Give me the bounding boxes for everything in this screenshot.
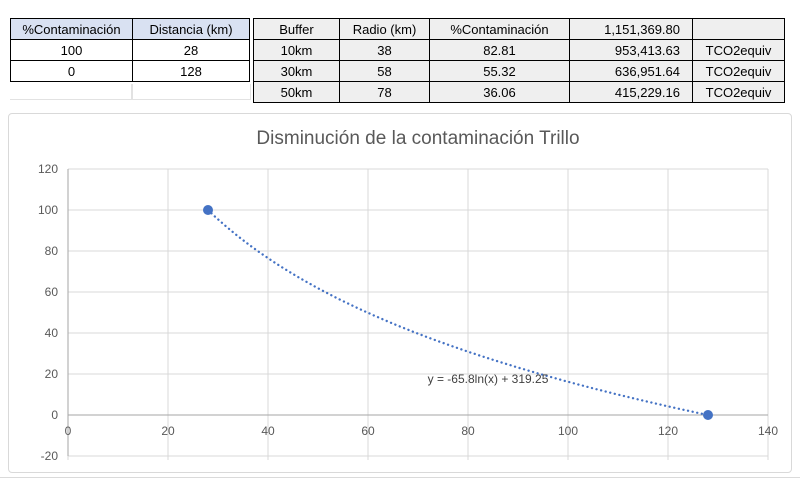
header-cell[interactable]: 1,151,369.80 — [569, 18, 693, 40]
data-cell[interactable]: 36.06 — [429, 81, 570, 103]
table-header-row: Buffer Radio (km) %Contaminación 1,151,369.… — [253, 18, 785, 40]
empty-sheet-row[interactable] — [10, 84, 251, 100]
header-cell[interactable]: %Contaminación — [10, 18, 133, 40]
header-cell[interactable]: Buffer — [253, 18, 340, 40]
sheet-gridline — [0, 477, 800, 478]
buffer-table: Buffer Radio (km) %Contaminación 1,151,369.… — [253, 18, 785, 103]
x-tick-label: 40 — [261, 424, 275, 438]
scatter-plot: -20 0 20 40 60 80 100 120 0 20 40 60 80 100 120 140 y =… — [38, 162, 778, 463]
x-tick-label: 20 — [161, 424, 175, 438]
y-tick-label: -20 — [41, 449, 59, 463]
table-header-row: %Contaminación Distancia (km) — [10, 18, 250, 40]
trendline[interactable] — [206, 208, 710, 417]
header-cell[interactable]: Radio (km) — [339, 18, 430, 40]
data-cell[interactable]: TCO2equiv — [692, 81, 785, 103]
x-tick-label: 0 — [65, 424, 72, 438]
chart-area[interactable]: Disminución de la contaminación Trillo -… — [8, 113, 792, 473]
data-cell[interactable]: 28 — [132, 39, 250, 61]
data-cell[interactable]: 38 — [339, 39, 430, 61]
data-cell[interactable]: 58 — [339, 60, 430, 82]
table-row: 30km 58 55.32 636,951.64 TCO2equiv — [253, 60, 785, 82]
data-cell[interactable]: 0 — [10, 60, 133, 82]
data-cell[interactable]: 128 — [132, 60, 250, 82]
data-cell[interactable]: 50km — [253, 81, 340, 103]
y-tick-label: 100 — [38, 203, 58, 217]
table-row: 100 28 — [10, 39, 250, 61]
y-tick-label: 20 — [45, 367, 59, 381]
table-row: 50km 78 36.06 415,229.16 TCO2equiv — [253, 81, 785, 103]
x-tick-label: 100 — [558, 424, 578, 438]
header-cell[interactable] — [692, 18, 785, 40]
header-cell[interactable]: %Contaminación — [429, 18, 570, 40]
data-cell[interactable]: 82.81 — [429, 39, 570, 61]
table-row: 10km 38 82.81 953,413.63 TCO2equiv — [253, 39, 785, 61]
data-cell[interactable]: TCO2equiv — [692, 39, 785, 61]
data-cell[interactable]: 415,229.16 — [569, 81, 693, 103]
data-cell[interactable]: 55.32 — [429, 60, 570, 82]
x-tick-label: 140 — [758, 424, 778, 438]
x-tick-label: 80 — [461, 424, 475, 438]
y-tick-label: 120 — [38, 162, 58, 176]
y-tick-label: 60 — [45, 285, 59, 299]
x-tick-label: 120 — [658, 424, 678, 438]
data-cell[interactable]: 100 — [10, 39, 133, 61]
y-tick-label: 80 — [45, 244, 59, 258]
x-tick-label: 60 — [361, 424, 375, 438]
y-tick-label: 40 — [45, 326, 59, 340]
distance-table: %Contaminación Distancia (km) 100 28 0 128 — [10, 18, 250, 82]
data-point[interactable] — [203, 205, 213, 215]
table-row: 0 128 — [10, 60, 250, 82]
y-tick-label: 0 — [51, 408, 58, 422]
data-cell[interactable]: 78 — [339, 81, 430, 103]
data-cell[interactable]: TCO2equiv — [692, 60, 785, 82]
data-cell[interactable]: 953,413.63 — [569, 39, 693, 61]
data-cell[interactable]: 30km — [253, 60, 340, 82]
chart-title: Disminución de la contaminación Trillo — [256, 128, 580, 149]
data-cell[interactable]: 10km — [253, 39, 340, 61]
data-point[interactable] — [703, 410, 713, 420]
trendline-equation-label: y = -65.8ln(x) + 319.25 — [428, 372, 549, 386]
data-cell[interactable]: 636,951.64 — [569, 60, 693, 82]
header-cell[interactable]: Distancia (km) — [132, 18, 250, 40]
